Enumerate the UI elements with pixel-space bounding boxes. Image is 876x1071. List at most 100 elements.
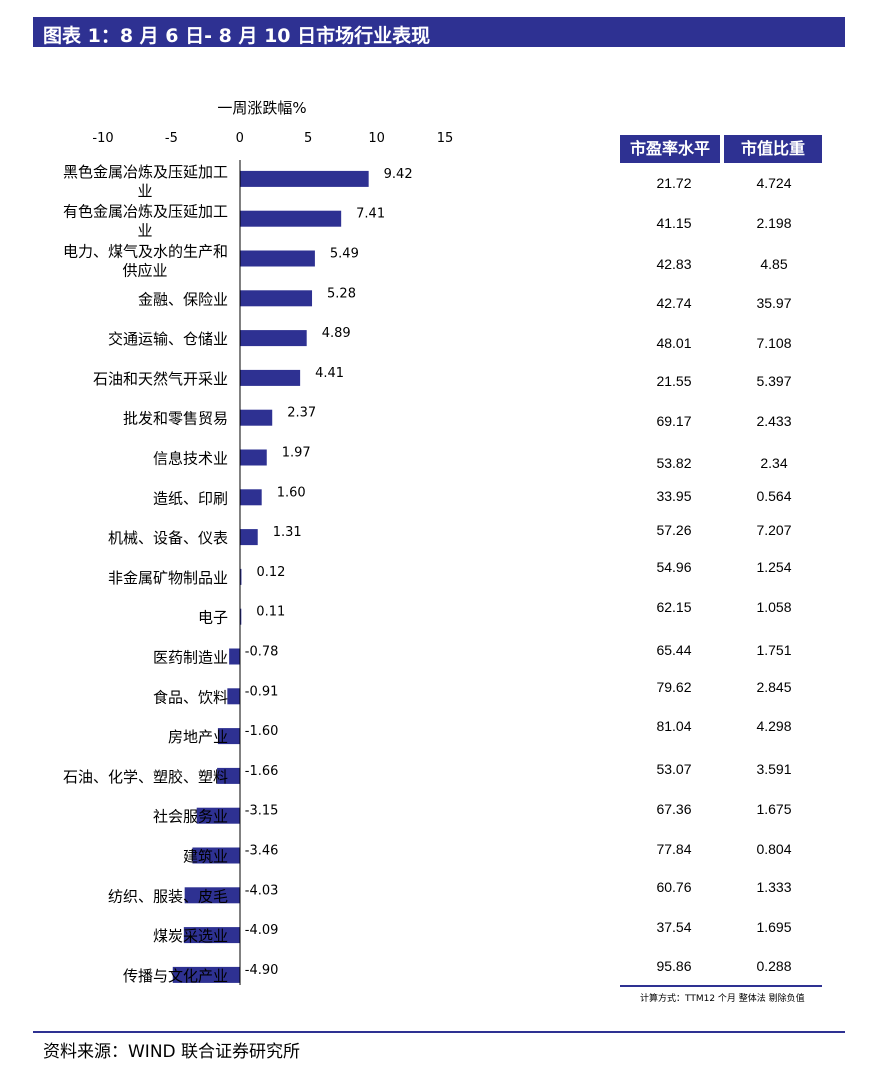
pe-cell: 37.54 [656, 919, 692, 935]
pe-cell: 48.01 [656, 335, 692, 351]
x-tick-label: -10 [92, 131, 113, 146]
value-label: 4.41 [315, 366, 344, 381]
category-label: 纺织、服装、皮毛 [108, 887, 228, 905]
pe-cell: 42.74 [656, 295, 692, 311]
weight-cell: 7.108 [756, 335, 792, 351]
value-label: 1.60 [277, 485, 306, 500]
category-label: 批发和零售贸易 [123, 410, 228, 428]
bar [239, 250, 315, 267]
weight-cell: 0.288 [756, 958, 792, 974]
bar [239, 170, 369, 187]
category-label: 社会服务业 [153, 808, 228, 826]
pe-cell: 57.26 [656, 522, 692, 538]
value-label: -1.60 [245, 724, 279, 739]
pe-cell: 81.04 [656, 718, 692, 734]
pe-cell: 77.84 [656, 841, 692, 857]
source-footer: 资料来源：WIND 联合证券研究所 [43, 1042, 301, 1062]
category-label: 房地产业 [168, 728, 228, 746]
header-weight: 市值比重 [724, 135, 822, 163]
category-label: 建筑业 [183, 848, 228, 866]
weight-cell: 4.724 [756, 175, 792, 191]
category-label: 非金属矿物制品业 [108, 569, 228, 587]
weight-cell: 5.397 [756, 373, 792, 389]
category-labels: 黑色金属冶炼及压延加工业有色金属冶炼及压延加工业电力、煤气及水的生产和供应业金融… [63, 163, 228, 985]
value-label: -1.66 [245, 764, 279, 779]
value-label: 5.49 [330, 247, 359, 262]
bar [196, 807, 240, 824]
bar [239, 330, 307, 347]
pe-cell: 21.72 [656, 175, 692, 191]
x-tick-label: 5 [304, 131, 312, 146]
weight-cell: 1.254 [756, 559, 792, 575]
pe-cell: 62.15 [656, 599, 692, 615]
table-note: 计算方式：TTM12 个月 整体法 剔除负值 [640, 994, 805, 1004]
bar [239, 568, 242, 585]
weight-cell: 2.845 [756, 679, 792, 695]
bar [227, 688, 240, 705]
value-label: -0.78 [245, 645, 279, 660]
weight-cell: 0.804 [756, 841, 792, 857]
pe-cell: 95.86 [656, 958, 692, 974]
pe-cell: 54.96 [656, 559, 692, 575]
weight-cell: 1.751 [756, 642, 792, 658]
category-label: 金融、保险业 [138, 290, 228, 308]
value-label: 0.11 [256, 605, 285, 620]
x-tick-label: 15 [437, 131, 454, 146]
pe-cell: 41.15 [656, 215, 692, 231]
category-label: 医药制造业 [153, 649, 228, 667]
pe-cell: 42.83 [656, 256, 692, 272]
value-label: -0.91 [245, 684, 279, 699]
weight-cell: 4.298 [756, 718, 792, 734]
chart-title: 一周涨跌幅% [217, 99, 306, 117]
x-axis-ticks: -10 -5 0 5 10 15 [92, 131, 453, 146]
category-label: 食品、饮料 [153, 688, 228, 706]
category-label: 煤炭采选业 [153, 927, 228, 945]
weight-cell: 1.675 [756, 801, 792, 817]
category-label: 电力、煤气及水的生产和 [63, 243, 228, 261]
category-label: 业 [137, 182, 152, 200]
pe-cell: 60.76 [656, 879, 692, 895]
value-label: 7.41 [356, 207, 385, 222]
value-labels: 9.42 7.41 5.49 5.28 4.89 4.41 2.37 1.97 1.60 1.31… [245, 167, 413, 978]
value-label: -3.46 [245, 844, 279, 859]
bar [239, 409, 273, 426]
category-label: 供应业 [122, 262, 167, 280]
weight-cell: 0.564 [756, 488, 792, 504]
table-divider [620, 985, 822, 987]
weight-cell: 1.058 [756, 599, 792, 615]
bar [239, 529, 258, 546]
bar [184, 887, 240, 904]
pe-cell: 53.07 [656, 761, 692, 777]
bar [239, 210, 342, 227]
category-label: 业 [137, 222, 152, 240]
value-label: 4.89 [322, 326, 351, 341]
x-tick-label: -5 [165, 131, 178, 146]
pe-cell: 53.82 [656, 455, 692, 471]
value-label: -4.90 [245, 963, 279, 978]
category-label: 传播与文化产业 [123, 967, 228, 985]
category-label: 信息技术业 [153, 450, 228, 468]
pe-cell: 65.44 [656, 642, 692, 658]
value-label: -4.03 [245, 883, 279, 898]
weight-cell: 35.97 [756, 295, 792, 311]
value-label: 1.31 [273, 525, 302, 540]
bar [229, 648, 240, 665]
page-title: 图表 1：8 月 6 日- 8 月 10 日市场行业表现 [43, 25, 431, 47]
title-divider [868, 34, 870, 64]
category-label: 有色金属冶炼及压延加工 [63, 203, 228, 221]
x-tick-label: 10 [368, 131, 385, 146]
value-label: -4.09 [245, 923, 279, 938]
pe-cell: 69.17 [656, 413, 692, 429]
bar [239, 369, 301, 386]
pe-cell: 21.55 [656, 373, 692, 389]
header-pe: 市盈率水平 [620, 135, 720, 163]
value-label: 1.97 [282, 446, 311, 461]
value-label: 5.28 [327, 286, 356, 301]
bar [239, 608, 242, 625]
footer-divider [33, 1031, 845, 1033]
bar [239, 449, 267, 466]
value-label: 0.12 [256, 565, 285, 580]
value-label: -3.15 [245, 804, 279, 819]
bar [217, 728, 240, 745]
